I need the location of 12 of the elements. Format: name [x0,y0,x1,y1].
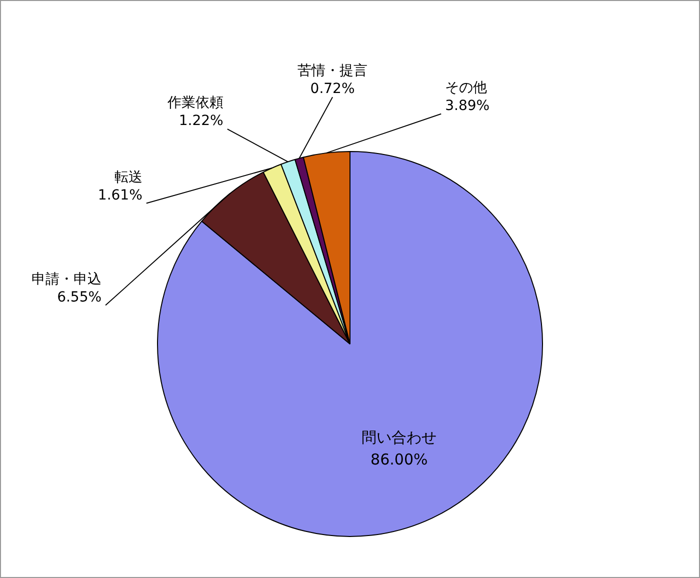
data-label: 3.89% [445,98,490,114]
data-label: 6.55% [57,289,102,306]
slice-label: 苦情・提言 [298,63,368,80]
slice-label: 作業依頼 [166,95,224,112]
data-label: 1.22% [178,113,224,130]
slice-label: 申請・申込 [32,271,102,288]
slice-label: その他 [445,80,488,96]
slice-label: 問い合わせ [362,428,437,447]
data-label: 1.61% [98,187,142,204]
slice-label: 転送 [114,169,142,186]
data-label: 0.72% [310,81,355,98]
data-label: 86.00% [370,450,428,469]
